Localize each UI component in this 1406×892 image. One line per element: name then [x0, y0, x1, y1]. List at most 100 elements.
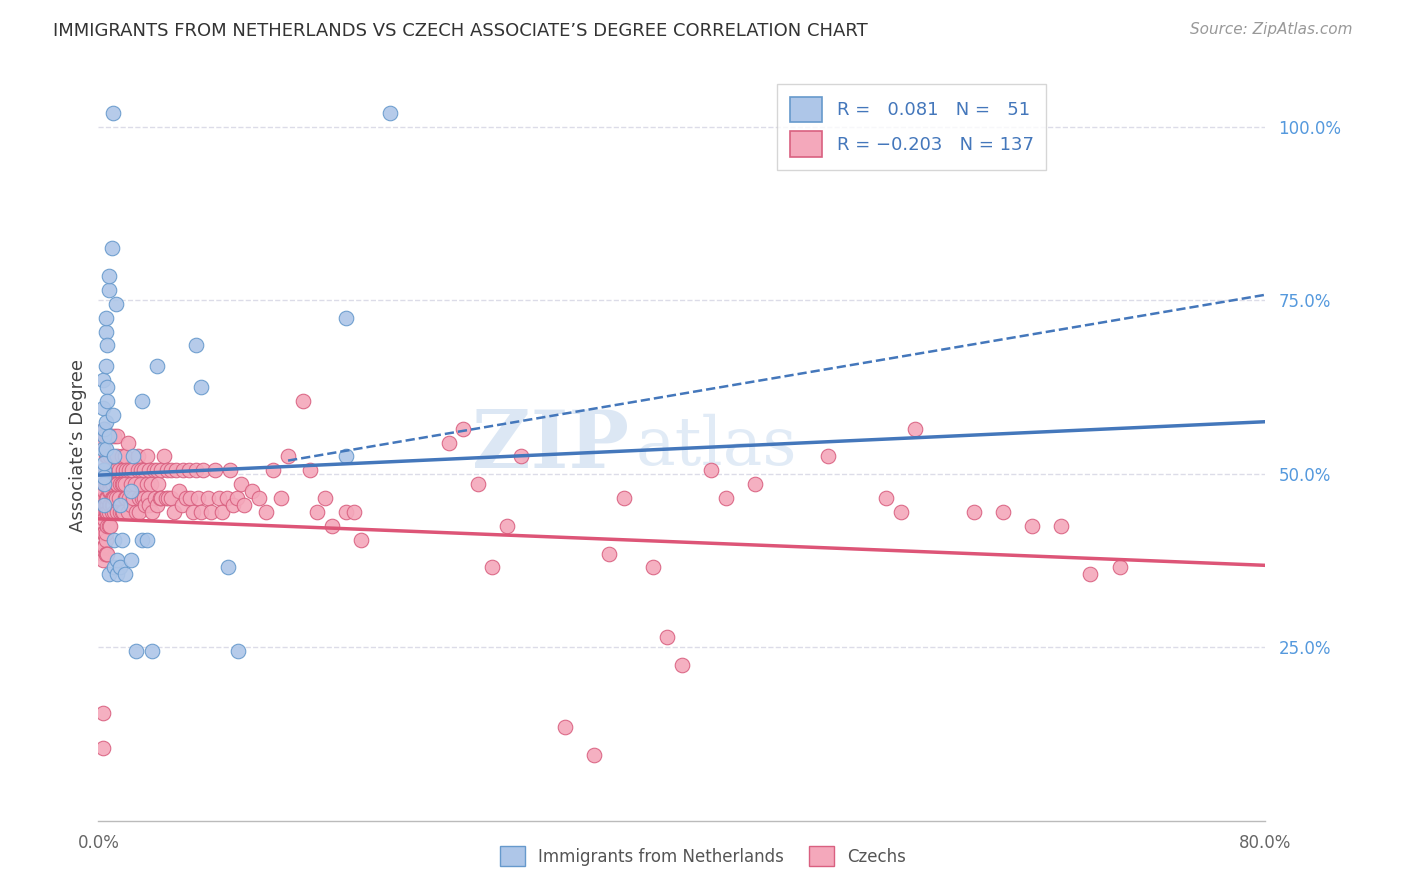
Point	[127, 463, 149, 477]
Point	[93, 525, 115, 540]
Point	[496, 518, 519, 533]
Point	[129, 477, 152, 491]
Point	[111, 477, 134, 491]
Point	[91, 553, 114, 567]
Point	[132, 463, 155, 477]
Point	[110, 498, 132, 512]
Point	[714, 491, 737, 505]
Point	[120, 553, 142, 567]
Point	[298, 463, 321, 477]
Point	[146, 463, 169, 477]
Point	[96, 505, 118, 519]
Point	[104, 477, 127, 491]
Point	[97, 283, 120, 297]
Point	[117, 435, 139, 450]
Point	[291, 393, 314, 408]
Point	[94, 477, 117, 491]
Point	[233, 498, 256, 512]
Point	[146, 498, 169, 512]
Point	[114, 450, 136, 464]
Point	[96, 505, 118, 519]
Point	[120, 484, 142, 499]
Point	[193, 463, 215, 477]
Point	[91, 525, 114, 540]
Point	[186, 338, 208, 352]
Point	[155, 491, 177, 505]
Point	[904, 422, 927, 436]
Point	[117, 505, 139, 519]
Point	[91, 401, 114, 415]
Point	[94, 533, 117, 547]
Point	[150, 463, 173, 477]
Point	[335, 450, 357, 464]
Point	[141, 643, 163, 657]
Point	[335, 310, 357, 325]
Legend: Immigrants from Netherlands, Czechs: Immigrants from Netherlands, Czechs	[492, 838, 914, 875]
Point	[451, 422, 474, 436]
Point	[100, 498, 122, 512]
Point	[93, 428, 115, 442]
Point	[270, 491, 292, 505]
Point	[120, 477, 142, 491]
Point	[91, 477, 114, 491]
Point	[197, 491, 219, 505]
Point	[91, 428, 114, 442]
Point	[96, 518, 118, 533]
Point	[96, 463, 118, 477]
Point	[103, 560, 125, 574]
Point	[136, 491, 159, 505]
Point	[125, 643, 148, 657]
Point	[97, 567, 120, 582]
Point	[148, 477, 170, 491]
Point	[98, 450, 121, 464]
Point	[94, 442, 117, 457]
Point	[160, 463, 183, 477]
Point	[91, 435, 114, 450]
Point	[93, 470, 115, 484]
Point	[187, 491, 209, 505]
Point	[277, 450, 299, 464]
Point	[101, 106, 124, 120]
Point	[262, 463, 284, 477]
Point	[97, 428, 120, 442]
Point	[94, 450, 117, 464]
Point	[96, 380, 118, 394]
Point	[335, 505, 357, 519]
Point	[817, 450, 839, 464]
Point	[211, 505, 233, 519]
Point	[122, 491, 145, 505]
Point	[104, 491, 127, 505]
Point	[179, 491, 201, 505]
Point	[1108, 560, 1130, 574]
Point	[96, 498, 118, 512]
Point	[108, 491, 131, 505]
Point	[890, 505, 912, 519]
Point	[135, 477, 157, 491]
Point	[200, 505, 222, 519]
Point	[240, 484, 263, 499]
Point	[215, 491, 238, 505]
Legend: R =   0.081   N =   51, R = −0.203   N = 137: R = 0.081 N = 51, R = −0.203 N = 137	[778, 84, 1046, 169]
Point	[125, 505, 148, 519]
Point	[165, 463, 187, 477]
Point	[254, 505, 277, 519]
Point	[100, 505, 122, 519]
Point	[91, 547, 114, 561]
Point	[101, 408, 124, 422]
Point	[138, 463, 160, 477]
Point	[991, 505, 1014, 519]
Point	[111, 450, 134, 464]
Point	[100, 463, 122, 477]
Point	[94, 505, 117, 519]
Point	[91, 706, 114, 720]
Point	[96, 338, 118, 352]
Point	[156, 463, 179, 477]
Point	[98, 428, 121, 442]
Point	[96, 393, 118, 408]
Point	[94, 428, 117, 442]
Point	[103, 505, 125, 519]
Point	[110, 560, 132, 574]
Point	[110, 505, 132, 519]
Point	[115, 491, 138, 505]
Point	[115, 463, 138, 477]
